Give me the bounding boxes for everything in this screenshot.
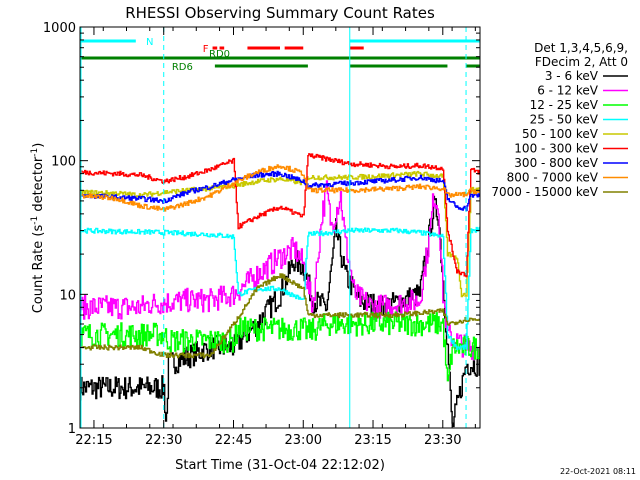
y-tick-label: 1 bbox=[68, 422, 76, 437]
series-line bbox=[80, 273, 480, 359]
x-tick-label: 23:30 bbox=[424, 433, 461, 448]
legend-label: 25 - 50 keV bbox=[530, 113, 599, 127]
flags-layer: N F RD0 RD6 bbox=[80, 37, 480, 73]
y-tick-label: 100 bbox=[51, 155, 76, 170]
markers-layer bbox=[80, 27, 467, 428]
y-tick-label: 10 bbox=[59, 288, 76, 303]
legend-label: 12 - 25 keV bbox=[530, 98, 599, 112]
x-axis-label: Start Time (31-Oct-04 22:12:02) bbox=[175, 458, 385, 473]
flag-label: RD6 bbox=[172, 62, 193, 73]
series-line bbox=[80, 153, 480, 278]
legend-label: 800 - 7000 keV bbox=[507, 171, 599, 185]
legend-header-line-1: Det 1,3,4,5,6,9, bbox=[534, 41, 628, 55]
legend-label: 6 - 12 keV bbox=[537, 84, 599, 98]
series-line bbox=[80, 311, 480, 382]
legend: Det 1,3,4,5,6,9, FDecim 2, Att 0 3 - 6 k… bbox=[491, 41, 628, 199]
x-tick-label: 23:00 bbox=[285, 433, 322, 448]
flag-label: RD0 bbox=[209, 49, 230, 60]
x-tick-label: 23:15 bbox=[354, 433, 391, 448]
legend-label: 100 - 300 keV bbox=[514, 142, 598, 156]
flag-label: F bbox=[203, 44, 209, 55]
x-tick-label: 22:45 bbox=[215, 433, 252, 448]
series-layer bbox=[80, 153, 480, 428]
y-axis-ticks: 1 10 100 1000 bbox=[43, 21, 480, 437]
x-tick-label: 22:15 bbox=[75, 433, 112, 448]
plot-frame bbox=[79, 26, 481, 429]
legend-label: 50 - 100 keV bbox=[522, 127, 599, 141]
series-line bbox=[80, 170, 480, 298]
series-line bbox=[80, 170, 480, 212]
chart-title: RHESSI Observing Summary Count Rates bbox=[125, 4, 435, 22]
y-axis-label: Count Rate (s-1 detector-1) bbox=[30, 143, 46, 314]
series-line bbox=[80, 164, 480, 212]
legend-label: 7000 - 15000 keV bbox=[491, 185, 598, 199]
timestamp: 22-Oct-2021 08:11 bbox=[560, 467, 636, 476]
series-line bbox=[80, 195, 480, 428]
y-tick-label: 1000 bbox=[43, 21, 76, 36]
flag-label: N bbox=[146, 37, 153, 48]
series-line bbox=[80, 180, 480, 361]
legend-label: 300 - 800 keV bbox=[514, 156, 598, 170]
legend-header-line-2: FDecim 2, Att 0 bbox=[535, 55, 628, 69]
x-tick-label: 22:30 bbox=[145, 433, 182, 448]
legend-label: 3 - 6 keV bbox=[545, 69, 599, 83]
series-line bbox=[80, 226, 480, 351]
x-axis-ticks: 22:15 22:30 22:45 23:00 23:15 23:30 bbox=[75, 27, 476, 448]
